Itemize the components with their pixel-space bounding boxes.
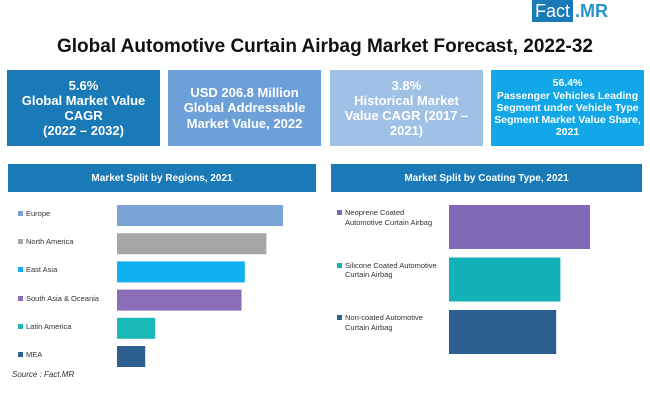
stat-card-line: Global Addressable bbox=[183, 100, 306, 116]
stat-card-line: (2022 – 2032) bbox=[43, 123, 124, 139]
coating-chart-title: Market Split by Coating Type, 2021 bbox=[331, 164, 642, 192]
legend-label: Silicone Coated Automotive Curtain Airba… bbox=[345, 260, 437, 280]
region-bar bbox=[117, 233, 267, 255]
region-bar bbox=[117, 346, 146, 367]
legend-swatch bbox=[18, 323, 23, 329]
stat-card-line: Segment under Vehicle Type bbox=[496, 101, 639, 114]
legend-label: East Asia bbox=[26, 265, 58, 275]
stat-card-line: Historical Market bbox=[354, 92, 459, 108]
stat-card-cagr: 5.6% Global Market Value CAGR (2022 – 20… bbox=[7, 70, 160, 146]
legend-swatch bbox=[18, 352, 23, 357]
legend-label: Latin America bbox=[26, 321, 72, 331]
infographic-title: Global Automotive Curtain Airbag Market … bbox=[56, 36, 593, 57]
brand-logo-fact: Fact bbox=[532, 0, 574, 22]
coating-bar bbox=[449, 257, 561, 302]
region-legend-item: South Asia & Oceania bbox=[18, 294, 113, 304]
coating-legend-item: Neoprene Coated Automotive Curtain Airba… bbox=[337, 208, 437, 228]
legend-swatch bbox=[18, 295, 23, 301]
legend-label: South Asia & Oceania bbox=[26, 293, 99, 303]
region-bar bbox=[117, 205, 283, 226]
regions-chart-title: Market Split by Regions, 2021 bbox=[8, 164, 316, 192]
region-bar bbox=[117, 289, 242, 311]
stat-card-line: USD 206.8 Million bbox=[190, 85, 299, 101]
coating-bar bbox=[449, 310, 557, 354]
stat-card-line: Segment Market Value Share, bbox=[494, 114, 641, 127]
legend-label: Neoprene Coated Automotive Curtain Airba… bbox=[345, 208, 433, 227]
stat-card-line: 3.8% bbox=[391, 77, 422, 93]
legend-swatch bbox=[337, 315, 342, 320]
stat-card-line: Market Value, 2022 bbox=[186, 115, 303, 131]
brand-logo-mr: .MR bbox=[575, 1, 609, 21]
legend-swatch bbox=[18, 267, 23, 273]
stat-card-line: CAGR bbox=[64, 108, 103, 123]
region-legend-item: Latin America bbox=[18, 322, 113, 332]
source-note: Source : Fact.MR bbox=[12, 370, 75, 379]
legend-label: Europe bbox=[26, 209, 51, 218]
stat-card-line: 2021 bbox=[555, 126, 580, 139]
coating-bar bbox=[449, 205, 590, 249]
stat-card-market-value: USD 206.8 Million Global Addressable Mar… bbox=[168, 70, 321, 146]
stat-card-line: 2021) bbox=[389, 123, 424, 139]
coating-legend-item: Non-coated Automotive Curtain Airbag bbox=[337, 313, 437, 333]
stat-card-passenger-share: 56.4% Passenger Vehicles Leading Segment… bbox=[491, 70, 644, 146]
stat-card-historical-cagr: 3.8% Historical Market Value CAGR (2017 … bbox=[330, 70, 483, 146]
region-bar bbox=[117, 261, 245, 283]
stat-card-line: Value CAGR (2017 – bbox=[344, 108, 469, 123]
region-legend-item: MEA bbox=[18, 350, 113, 360]
stat-card-line: Passenger Vehicles Leading bbox=[496, 89, 639, 102]
legend-label: North America bbox=[26, 237, 74, 247]
stat-card-line: Global Market Value bbox=[21, 92, 146, 108]
brand-logo: Fact .MR bbox=[532, 0, 608, 22]
legend-label: MEA bbox=[26, 350, 43, 359]
stat-card-line: 5.6% bbox=[68, 77, 99, 93]
stat-card-line: 56.4% bbox=[552, 77, 583, 90]
legend-swatch bbox=[18, 239, 23, 245]
region-legend-item: East Asia bbox=[18, 265, 113, 275]
region-legend-item: Europe bbox=[18, 209, 113, 219]
legend-swatch bbox=[337, 262, 342, 268]
coating-legend-item: Silicone Coated Automotive Curtain Airba… bbox=[337, 261, 437, 281]
legend-label: Non-coated Automotive Curtain Airbag bbox=[345, 313, 423, 332]
region-bar bbox=[117, 317, 156, 339]
legend-swatch bbox=[337, 210, 342, 215]
region-legend-item: North America bbox=[18, 237, 113, 247]
legend-swatch bbox=[18, 211, 23, 216]
